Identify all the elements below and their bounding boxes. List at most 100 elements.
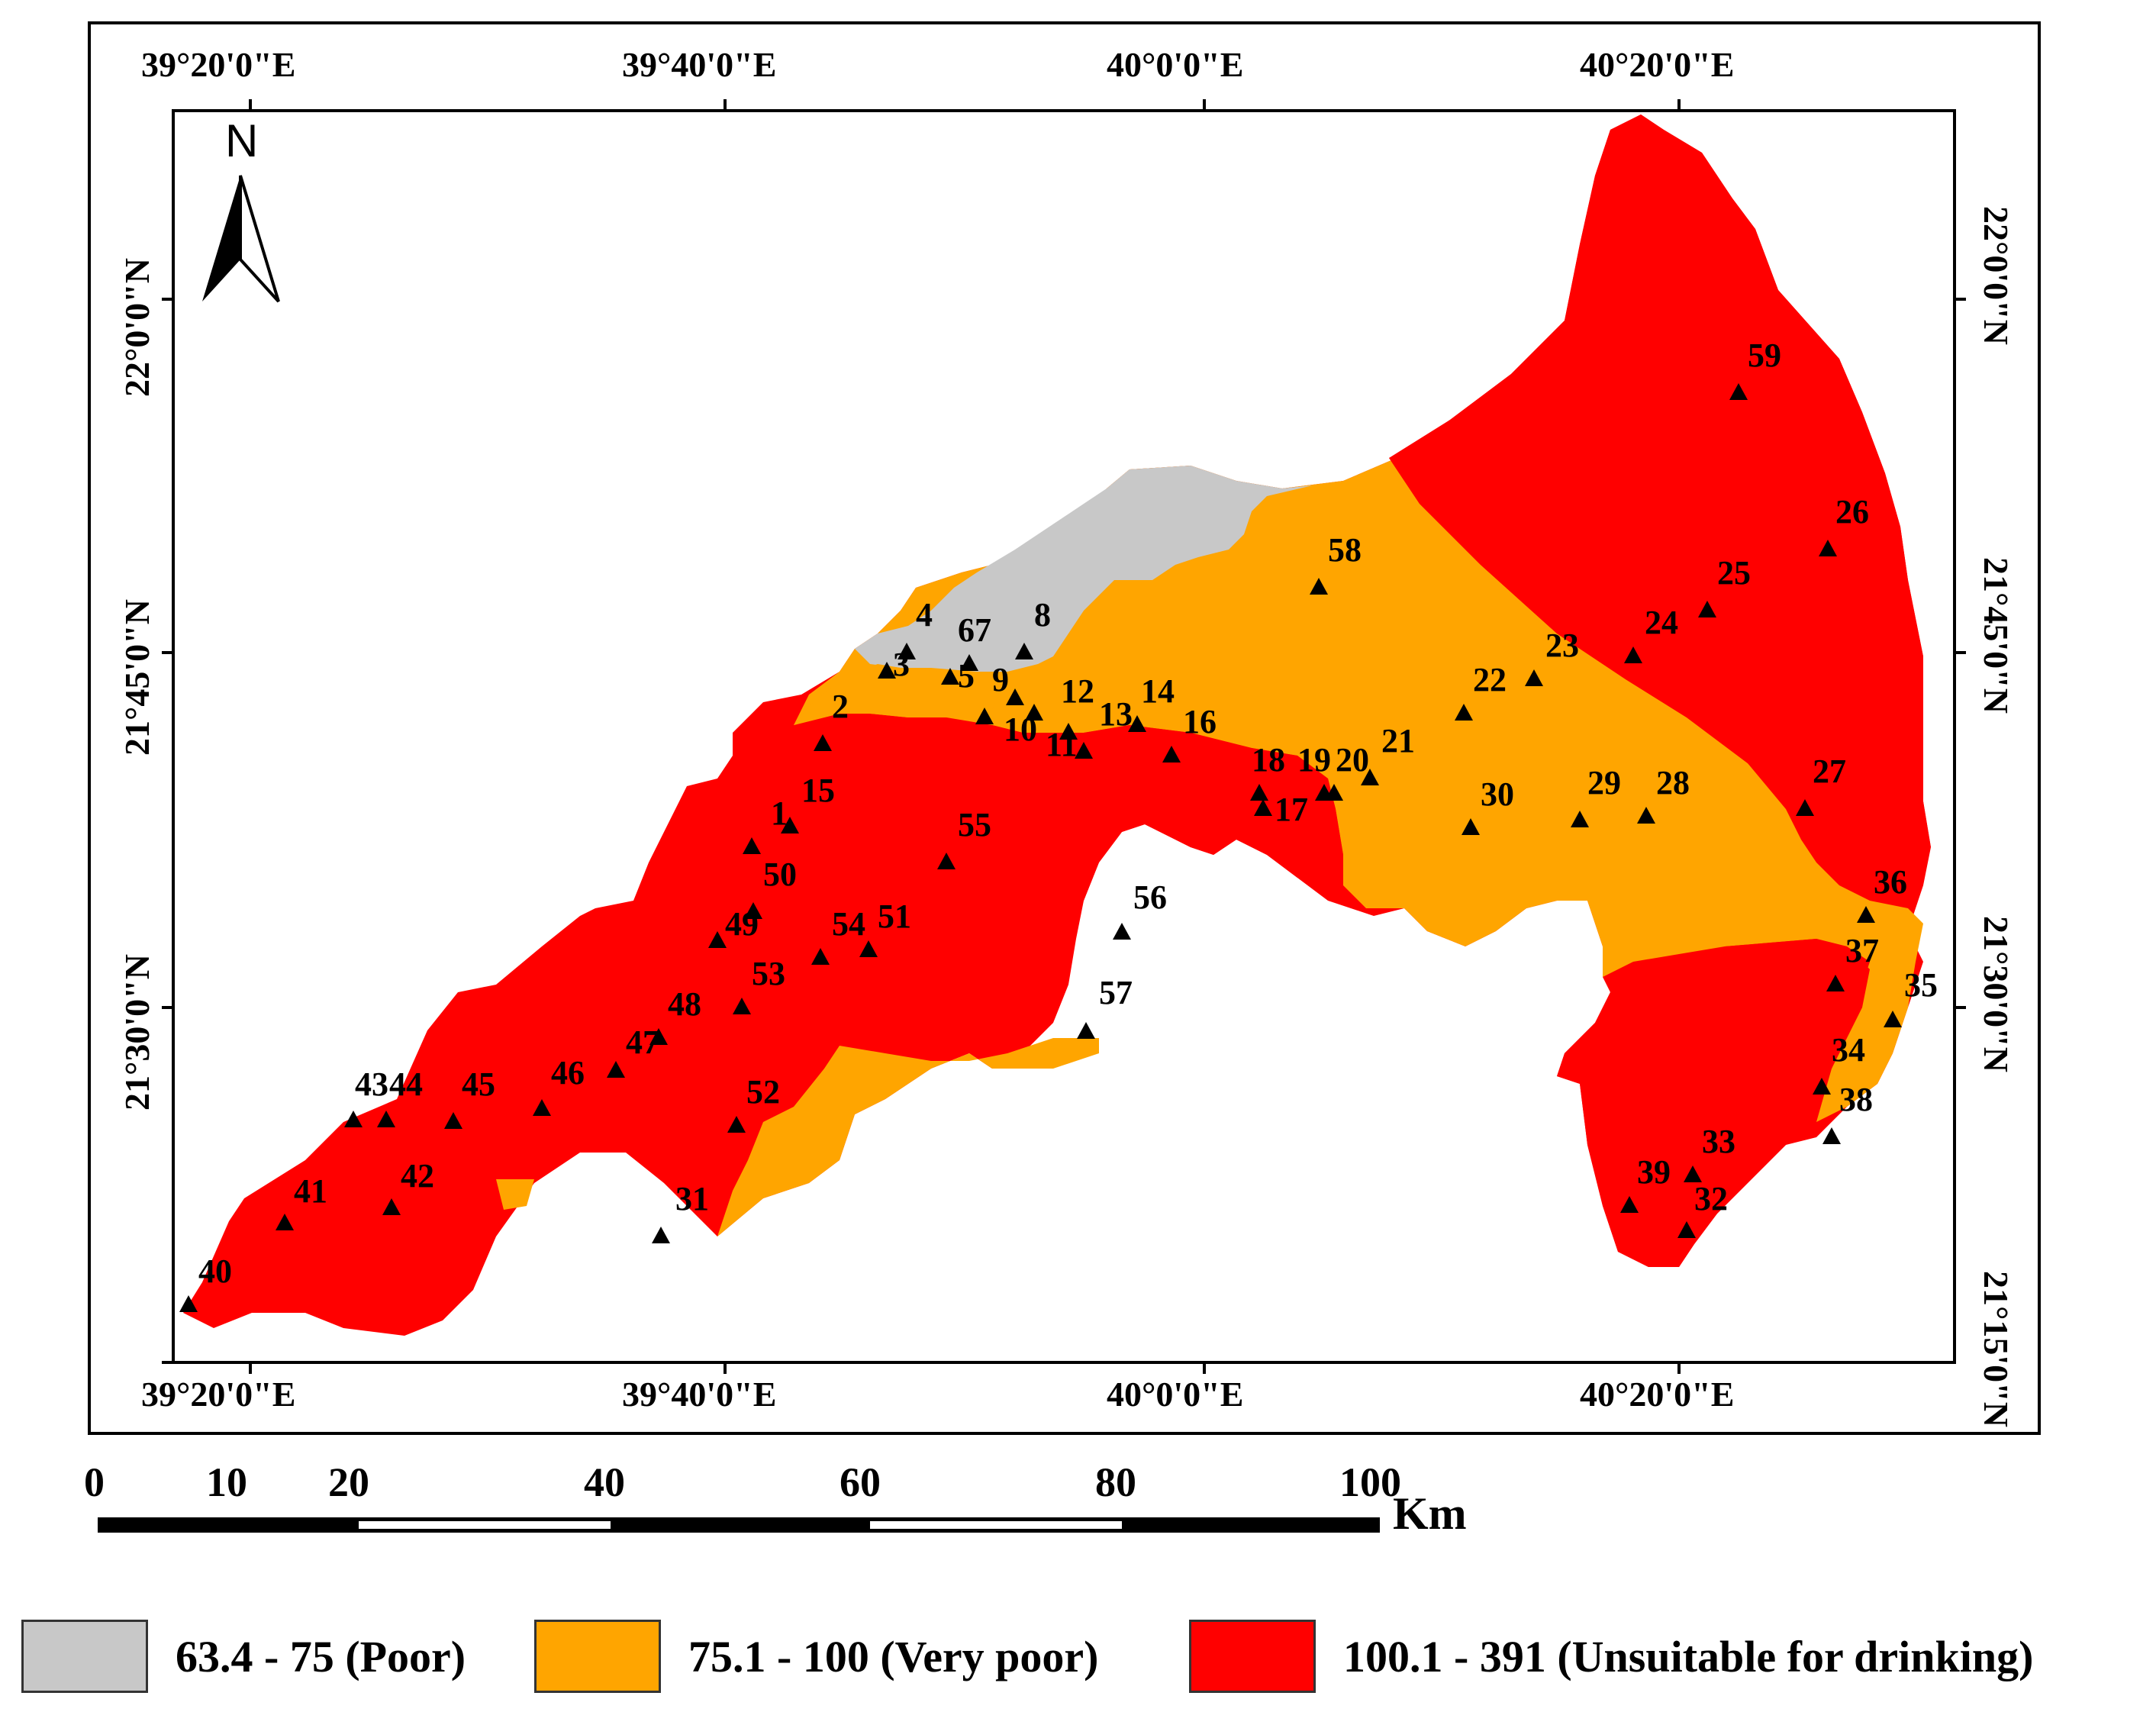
scale-tick-100: 100 <box>1339 1459 1401 1505</box>
station-marker-icon <box>1162 746 1181 763</box>
scale-tick-10: 10 <box>206 1459 247 1505</box>
scale-tick-20: 20 <box>328 1459 369 1505</box>
station-label: 53 <box>752 955 785 992</box>
legend-label-very-poor: 75.1 - 100 (Very poor) <box>688 1631 1099 1681</box>
station-marker-icon <box>1884 1011 1902 1027</box>
scale-tick-60: 60 <box>840 1459 881 1505</box>
region-unsuitable-northeast <box>1389 114 1931 870</box>
station-marker-icon <box>743 837 761 854</box>
left-lat-label-3: 21°30'0"N <box>118 954 156 1111</box>
station-marker-icon <box>1677 1221 1696 1238</box>
scale-bar: 0 10 20 40 60 80 100 Km <box>84 1459 1467 1539</box>
station-label: 56 <box>1133 879 1167 916</box>
legend: 63.4 - 75 (Poor) 75.1 - 100 (Very poor) … <box>21 1618 2143 1702</box>
station-label: 12 <box>1061 672 1094 710</box>
station-marker-icon <box>1826 975 1845 991</box>
station-marker-icon <box>898 643 916 659</box>
station-label: 32 <box>1694 1180 1728 1217</box>
station-label: 30 <box>1481 775 1514 813</box>
legend-item-very-poor: 75.1 - 100 (Very poor) <box>534 1618 1099 1694</box>
station-marker-icon <box>1254 799 1272 816</box>
station-marker-icon <box>781 817 799 833</box>
bottom-lon-label-2: 39°40'0"E <box>622 1375 776 1414</box>
station-marker-icon <box>377 1111 395 1127</box>
station-marker-icon <box>975 708 994 724</box>
right-lat-label-2: 21°45'0"N <box>1977 557 2016 714</box>
station-label: 44 <box>389 1066 423 1103</box>
station-label: 18 <box>1252 741 1285 779</box>
station-label: 31 <box>675 1180 709 1217</box>
station-label: 43 <box>355 1066 388 1103</box>
station-marker-icon <box>607 1061 625 1078</box>
station-marker-icon <box>344 1111 363 1127</box>
station-marker-icon <box>533 1099 551 1116</box>
right-lat-label-3: 21°30'0"N <box>1977 916 2016 1072</box>
station-label: 24 <box>1645 604 1678 641</box>
station-label: 46 <box>551 1054 585 1091</box>
station-label: 28 <box>1656 764 1690 801</box>
station-marker-icon <box>1819 540 1837 556</box>
station-label: 48 <box>668 985 701 1023</box>
station-marker-icon <box>960 654 978 671</box>
top-lon-label-4: 40°20'0"E <box>1580 45 1734 84</box>
station-marker-icon <box>1250 784 1268 801</box>
station-marker-icon <box>1113 923 1131 940</box>
station-label: 35 <box>1904 966 1938 1004</box>
station-label: 57 <box>1099 974 1133 1011</box>
station-marker-icon <box>382 1198 401 1215</box>
scale-tick-80: 80 <box>1095 1459 1136 1505</box>
station-label: 58 <box>1328 531 1362 569</box>
station-label: 19 <box>1297 741 1331 779</box>
station-marker-icon <box>1025 704 1043 721</box>
station-marker-icon <box>941 668 959 685</box>
station-label: 14 <box>1141 672 1175 710</box>
bottom-lon-label-4: 40°20'0"E <box>1580 1375 1734 1414</box>
station-label: 54 <box>832 905 865 943</box>
station-marker-icon <box>1637 807 1655 824</box>
station-label: 25 <box>1717 554 1751 592</box>
station-marker-icon <box>937 853 956 869</box>
station-label: 21 <box>1381 722 1415 759</box>
station-marker-icon <box>878 662 896 679</box>
station-label: 45 <box>462 1066 495 1103</box>
station-marker-icon <box>1462 818 1480 835</box>
station-marker-icon <box>1006 688 1024 705</box>
station-marker-icon <box>1077 1022 1095 1039</box>
legend-item-unsuitable: 100.1 - 391 (Unsuitable for drinking) <box>1189 1618 2033 1694</box>
station-label: 38 <box>1839 1081 1873 1118</box>
station-marker-icon <box>744 902 762 919</box>
station-label: 29 <box>1587 764 1621 801</box>
station-marker-icon <box>1822 1127 1841 1144</box>
station-label: 42 <box>401 1157 434 1195</box>
station-label: 8 <box>1034 596 1051 634</box>
legend-label-poor: 63.4 - 75 (Poor) <box>176 1631 466 1681</box>
station-marker-icon <box>1361 769 1379 785</box>
station-marker-icon <box>1571 811 1589 827</box>
station-marker-icon <box>1620 1196 1639 1213</box>
station-marker-icon <box>179 1295 198 1312</box>
station-label: 4 <box>916 596 933 634</box>
station-label: 20 <box>1336 741 1369 779</box>
station-marker-icon <box>811 948 830 965</box>
station-marker-icon <box>1624 646 1642 663</box>
station-marker-icon <box>1857 906 1875 923</box>
station-marker-icon <box>276 1214 294 1230</box>
station-label: 51 <box>878 898 911 935</box>
station-label: 15 <box>801 772 835 809</box>
station-label: 39 <box>1637 1153 1671 1191</box>
station-marker-icon <box>1128 715 1146 732</box>
station-label: 34 <box>1832 1031 1865 1069</box>
basin-regions <box>183 114 1931 1336</box>
station-label: 33 <box>1702 1123 1735 1160</box>
station-label: 2 <box>832 688 849 725</box>
station-label: 37 <box>1845 932 1879 969</box>
region-unsuitable-southeast <box>1557 939 1870 1267</box>
station-marker-icon <box>1325 784 1343 801</box>
station-marker-icon <box>1075 742 1093 759</box>
legend-swatch-poor <box>21 1620 148 1693</box>
station-marker-icon <box>1684 1166 1702 1182</box>
station-label: 52 <box>746 1073 780 1111</box>
left-lat-label-2: 21°45'0"N <box>118 599 156 756</box>
top-lon-label-3: 40°0'0"E <box>1107 45 1243 84</box>
